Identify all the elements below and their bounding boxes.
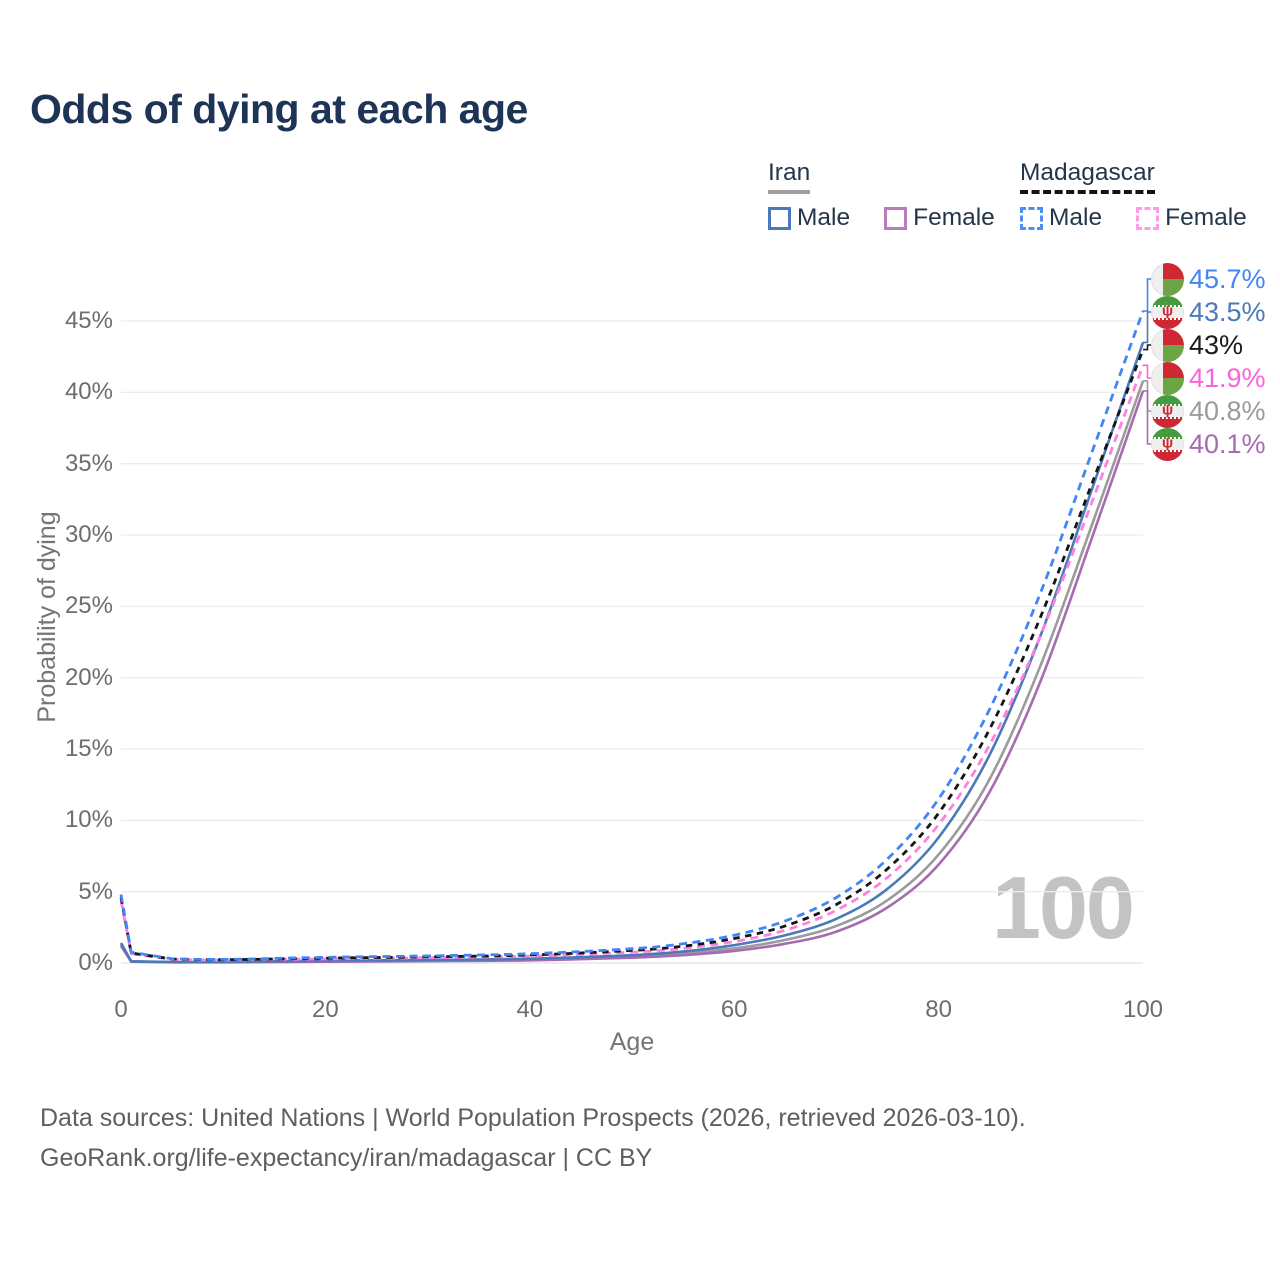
leader-line-iran-female: [1143, 390, 1151, 445]
legend-group-madagascar: Madagascar Male Female: [1020, 160, 1247, 232]
iran-flag-icon: ψ: [1151, 394, 1184, 428]
x-tick-label: 80: [925, 996, 952, 1023]
page-title: Odds of dying at each age: [30, 86, 528, 132]
legend-group-label-madagascar: Madagascar: [1020, 160, 1155, 194]
x-tick-label: 0: [114, 996, 128, 1023]
legend-item-label: Male: [1049, 204, 1103, 231]
y-tick-label: 15%: [64, 735, 113, 762]
legend-item-madagascar-female[interactable]: Female: [1136, 204, 1247, 232]
end-label-value: 45.7%: [1189, 264, 1266, 294]
legend-item-iran-female[interactable]: Female: [884, 204, 995, 232]
age-cursor-label: 100: [992, 858, 1135, 957]
end-label-value: 41.9%: [1189, 363, 1266, 393]
end-label-iran-male: ψ 43.5%: [1151, 295, 1266, 329]
y-tick-label: 10%: [64, 806, 113, 834]
end-label-value: 40.8%: [1189, 396, 1266, 426]
series-line-madagascar-female: [119, 364, 1145, 962]
series-line-iran-female: [119, 390, 1145, 964]
legend-item-iran-male[interactable]: Male: [768, 204, 850, 232]
iran-emblem-icon: ψ: [1161, 302, 1174, 320]
madagascar-flag-icon: [1151, 328, 1184, 362]
y-tick-label: 20%: [64, 663, 113, 691]
y-tick-label: 5%: [78, 877, 113, 905]
y-tick-label: 35%: [64, 449, 113, 477]
footer-attribution: GeoRank.org/life-expectancy/iran/madagas…: [40, 1144, 653, 1172]
x-tick-label: 60: [720, 996, 748, 1023]
series-line-madagascar-male: [119, 310, 1145, 961]
series-line-iran-male: [119, 341, 1145, 964]
legend-item-label: Male: [797, 204, 851, 231]
x-axis-title: Age: [609, 1028, 655, 1056]
madagascar-female-swatch-icon: [1136, 206, 1160, 230]
legend-item-madagascar-male[interactable]: Male: [1020, 204, 1102, 232]
leader-line-iran-male: [1143, 311, 1151, 344]
y-tick-label: 25%: [64, 592, 113, 620]
y-tick-label: 45%: [64, 307, 113, 335]
iran-female-swatch-icon: [884, 206, 908, 230]
series-line-madagascar-both: [119, 349, 1145, 962]
end-label-value: 43.5%: [1189, 297, 1266, 327]
iran-flag-icon: ψ: [1151, 427, 1184, 461]
iran-emblem-icon: ψ: [1161, 401, 1174, 419]
end-label-madagascar-male: 45.7%: [1151, 262, 1266, 296]
end-label-value: 40.1%: [1189, 429, 1266, 459]
leader-line-madagascar-male: [1143, 278, 1151, 312]
footer-data-sources: Data sources: United Nations | World Pop…: [40, 1104, 1026, 1132]
end-label-iran-both: ψ 40.8%: [1151, 394, 1266, 428]
legend-group-label-iran: Iran: [768, 160, 811, 194]
legend-item-label: Female: [913, 204, 995, 231]
iran-emblem-icon: ψ: [1161, 434, 1174, 452]
x-tick-label: 40: [516, 996, 544, 1023]
y-tick-label: 0%: [78, 949, 113, 976]
madagascar-male-swatch-icon: [1020, 206, 1043, 230]
legend-group-iran: Iran Male Female: [768, 160, 995, 232]
y-axis-title: Probability of dying: [33, 511, 61, 723]
leader-line-madagascar-female: [1143, 364, 1151, 379]
x-tick-label: 100: [1122, 996, 1164, 1023]
end-label-madagascar-both: 43%: [1151, 328, 1243, 362]
y-tick-label: 40%: [64, 378, 113, 406]
madagascar-flag-icon: [1151, 361, 1184, 395]
iran-male-swatch-icon: [768, 206, 791, 230]
series-line-iran-both: [119, 380, 1145, 964]
end-label-iran-female: ψ 40.1%: [1151, 427, 1266, 461]
x-tick-label: 20: [312, 996, 339, 1023]
end-label-value: 43%: [1189, 330, 1244, 360]
iran-flag-icon: ψ: [1151, 295, 1184, 329]
leader-line-madagascar-both: [1143, 344, 1151, 351]
madagascar-flag-icon: [1151, 262, 1184, 296]
end-label-madagascar-female: 41.9%: [1151, 361, 1266, 395]
legend-item-label: Female: [1165, 204, 1247, 231]
y-tick-label: 30%: [64, 521, 113, 549]
